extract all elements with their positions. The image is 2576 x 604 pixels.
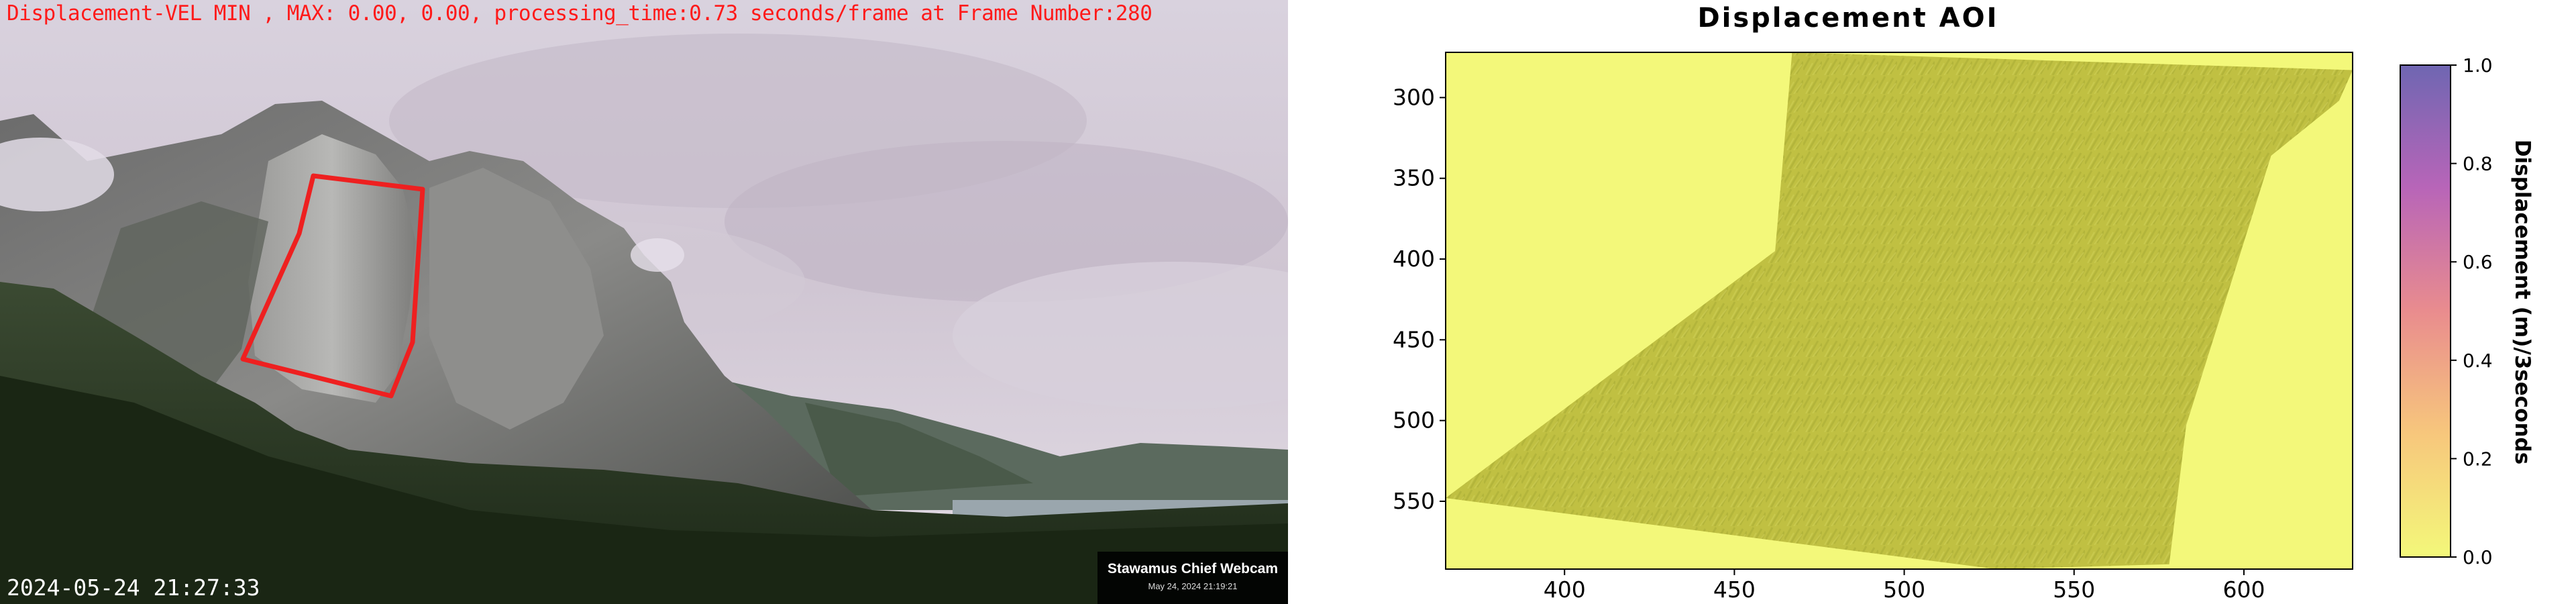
y-tick-label: 450 — [1393, 326, 1435, 352]
webcam-frame: Displacement-VEL MIN , MAX: 0.00, 0.00, … — [0, 0, 1288, 604]
colorbar-tick-label: 0.0 — [2463, 546, 2493, 568]
processing-overlay-text: Displacement-VEL MIN , MAX: 0.00, 0.00, … — [7, 1, 1152, 26]
y-axis: 300 350 400 450 500 550 — [1393, 84, 1446, 514]
plot-area — [1445, 52, 2353, 570]
x-tick-label: 550 — [2053, 576, 2095, 603]
aoi-region-tint — [1446, 52, 2353, 569]
colorbar-tick-label: 0.8 — [2463, 153, 2493, 175]
y-tick-label: 500 — [1393, 407, 1435, 434]
aoi-region — [1446, 52, 2353, 569]
colorbar: 0.0 0.2 0.4 0.6 0.8 1.0 — [2400, 54, 2493, 568]
plot-frame — [1445, 52, 2353, 570]
frame-timestamp: 2024-05-24 21:27:33 — [7, 574, 260, 601]
x-tick-label: 500 — [1883, 576, 1925, 603]
colorbar-gradient — [2400, 64, 2451, 558]
y-tick-label: 300 — [1393, 84, 1435, 110]
y-tick-label: 400 — [1393, 246, 1435, 272]
webcam-badge-date: May 24, 2024 21:19:21 — [1148, 581, 1238, 591]
colorbar-tick-label: 0.6 — [2463, 251, 2493, 273]
x-tick-label: 600 — [2222, 576, 2265, 603]
y-tick-label: 350 — [1393, 165, 1435, 191]
webcam-badge: Stawamus Chief Webcam May 24, 2024 21:19… — [1097, 552, 1288, 604]
webcam-badge-name: Stawamus Chief Webcam — [1107, 561, 1279, 576]
x-tick-label: 400 — [1544, 576, 1586, 603]
y-tick-label: 550 — [1393, 488, 1435, 514]
colorbar-tick-label: 0.2 — [2463, 448, 2493, 470]
webcam-image — [0, 0, 1288, 604]
colorbar-tick-label: 0.4 — [2463, 350, 2493, 372]
colorbar-tick-label: 1.0 — [2463, 54, 2493, 77]
x-tick-label: 450 — [1713, 576, 1756, 603]
x-axis: 400 450 500 550 600 — [1544, 569, 2265, 603]
chart-title: Displacement AOI — [1697, 3, 1999, 34]
